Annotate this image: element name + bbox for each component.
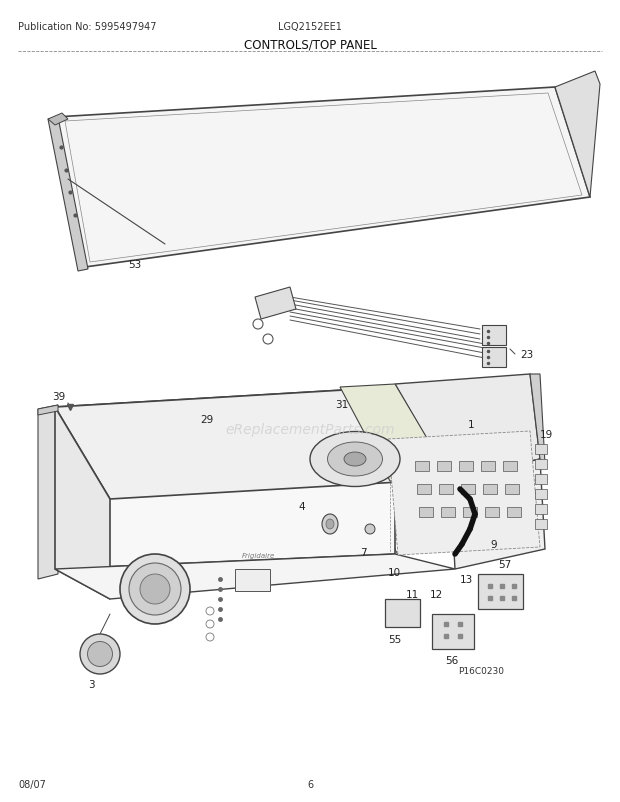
Ellipse shape [322,514,338,534]
Polygon shape [388,431,540,555]
Ellipse shape [310,432,400,487]
Text: 39: 39 [52,391,65,402]
Bar [478,574,523,610]
Text: CONTROLS/TOP PANEL: CONTROLS/TOP PANEL [244,38,376,51]
Polygon shape [255,288,296,320]
Text: P16C0230: P16C0230 [458,666,504,675]
Polygon shape [48,118,88,272]
Polygon shape [55,407,110,599]
Polygon shape [55,387,395,569]
Bar [507,508,521,517]
Bar [439,484,453,494]
Text: 23: 23 [520,350,533,359]
Text: 9: 9 [490,539,497,549]
Bar [417,484,431,494]
Text: 4: 4 [298,501,304,512]
Polygon shape [55,88,590,268]
Text: 53: 53 [128,260,141,269]
Polygon shape [482,347,506,367]
Text: 6: 6 [307,779,313,789]
Bar [419,508,433,517]
Bar [535,460,547,469]
Polygon shape [340,384,450,481]
Bar [535,489,547,500]
Text: 12: 12 [430,589,443,599]
Bar [483,484,497,494]
Text: 1: 1 [468,419,475,429]
Ellipse shape [327,443,383,476]
Bar [432,614,474,649]
Polygon shape [482,326,506,346]
Bar [505,484,519,494]
Ellipse shape [344,452,366,467]
Text: 31: 31 [335,399,348,410]
Bar [485,508,499,517]
Ellipse shape [80,634,120,674]
Ellipse shape [365,525,375,534]
Text: 29: 29 [200,415,213,424]
Bar [481,461,495,472]
Polygon shape [38,406,58,579]
Bar [535,444,547,455]
Bar [535,504,547,514]
Text: 19: 19 [540,429,553,439]
Bar [459,461,473,472]
Bar [415,461,429,472]
Text: 56: 56 [445,655,458,665]
Polygon shape [555,72,600,198]
Polygon shape [450,460,545,569]
Polygon shape [395,375,540,480]
Text: 11: 11 [406,589,419,599]
Ellipse shape [140,574,170,604]
Text: 57: 57 [498,559,511,569]
Bar [235,569,270,591]
Bar [441,508,455,517]
Polygon shape [55,387,450,500]
Text: 08/07: 08/07 [18,779,46,789]
Text: 7: 7 [360,547,366,557]
Bar [535,520,547,529]
Ellipse shape [129,563,181,615]
Bar [461,484,475,494]
Text: 55: 55 [388,634,401,644]
Bar [535,475,547,484]
Text: LGQ2152EE1: LGQ2152EE1 [278,22,342,32]
Text: Frigidaire: Frigidaire [241,553,275,558]
Bar [463,508,477,517]
Text: 13: 13 [460,574,473,585]
Text: 3: 3 [88,679,95,689]
Text: Publication No: 5995497947: Publication No: 5995497947 [18,22,156,32]
Bar [503,461,517,472]
Bar [437,461,451,472]
Polygon shape [48,114,68,126]
Polygon shape [55,554,455,599]
Ellipse shape [87,642,112,666]
Ellipse shape [326,520,334,529]
Text: 10: 10 [388,567,401,577]
Text: eReplacementParts.com: eReplacementParts.com [225,423,395,436]
Bar [385,599,420,627]
Ellipse shape [120,554,190,624]
Polygon shape [530,375,545,464]
Polygon shape [38,406,58,415]
